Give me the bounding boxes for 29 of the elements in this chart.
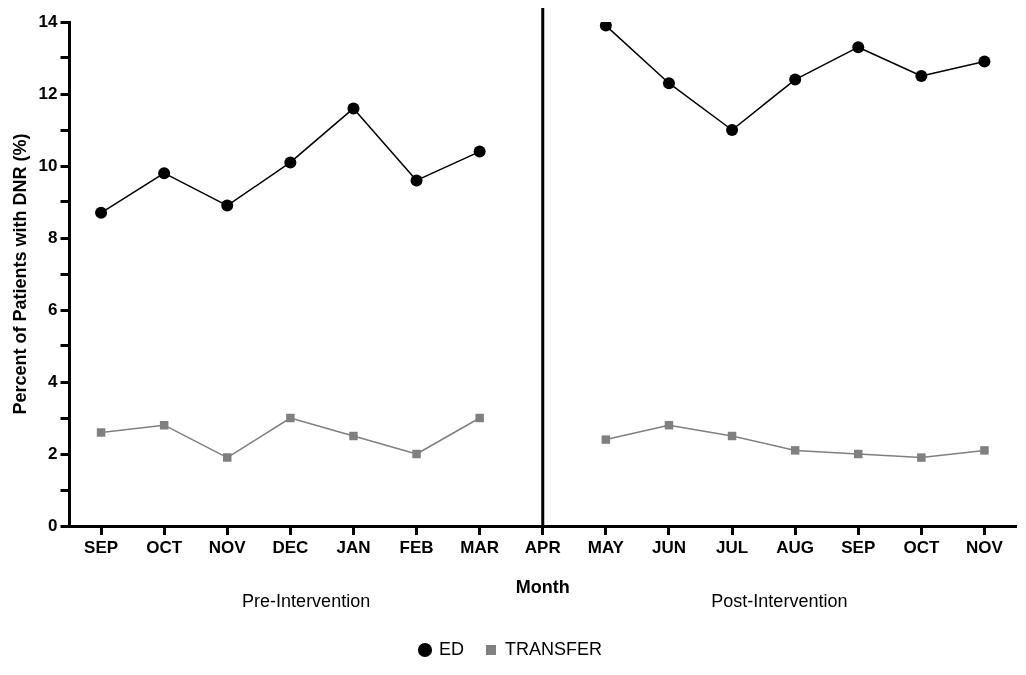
y-tick-label: 10 (38, 155, 58, 175)
x-tick-label: JAN (336, 537, 371, 557)
y-tick-label: 2 (48, 443, 58, 463)
y-tick-label: 4 (48, 371, 59, 391)
x-axis-title: Month (515, 577, 570, 598)
x-tick-label: JUL (715, 537, 749, 557)
legend-label: TRANSFER (505, 638, 603, 659)
y-axis-title: Percent of Patients with DNR (%) (9, 133, 30, 415)
x-tick-label: OCT (903, 537, 940, 557)
text: Post-Intervention (711, 590, 848, 611)
y-tick-label: 14 (38, 11, 59, 31)
x-tick-label: NOV (208, 537, 247, 557)
y-tick-label: 0 (48, 515, 58, 535)
x-tick-label: DEC (272, 537, 309, 557)
x-tick-label: MAR (460, 537, 500, 557)
x-tick-label: FEB (399, 537, 434, 557)
x-tick-label: APR (524, 537, 561, 557)
y-tick-label: 8 (48, 227, 58, 247)
x-tick-label: MAY (587, 537, 625, 557)
y-tick-label: 6 (48, 299, 58, 319)
x-tick-label: OCT (146, 537, 183, 557)
legend-label: ED (439, 638, 465, 659)
x-tick-label: AUG (776, 537, 815, 557)
x-tick-label: SEP (84, 537, 119, 557)
x-tick-label: JUN (651, 537, 686, 557)
text: Pre-Intervention (242, 590, 371, 611)
x-tick-label: NOV (966, 537, 1004, 557)
y-tick-label: 12 (38, 83, 58, 103)
x-tick-label: SEP (841, 537, 876, 557)
